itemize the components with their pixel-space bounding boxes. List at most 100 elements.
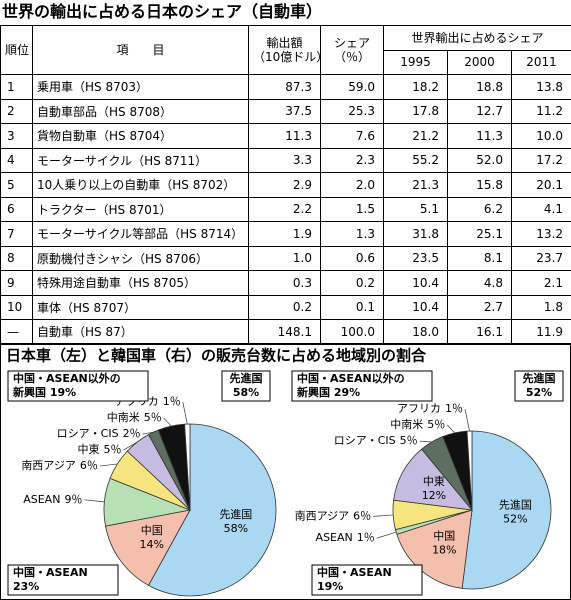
leader-line bbox=[419, 440, 432, 443]
slice-label: 中南米 bbox=[107, 411, 140, 424]
slice-label: ロシア・CIS bbox=[57, 427, 119, 440]
annotation-text: 新興国 19% bbox=[13, 385, 76, 399]
slice-label-group: 南西アジア 6％ bbox=[295, 509, 372, 522]
table-cell: 3 bbox=[0, 123, 33, 149]
slice-value-label: 14% bbox=[140, 538, 164, 551]
slice-value-label: 18% bbox=[432, 543, 456, 556]
table-row: 4 モーターサイクル（HS 8711） 3.3 2.3 55.2 52.0 17.2 bbox=[0, 147, 571, 173]
table-cell: 11.3 bbox=[447, 123, 512, 149]
slice-value-label: 9％ bbox=[64, 493, 82, 506]
table-cell: 100.0 bbox=[320, 319, 384, 345]
table-cell: 18.0 bbox=[383, 319, 448, 345]
table-cell: 0.2 bbox=[320, 270, 384, 296]
title: 世界の輸出に占める日本のシェア（自動車） bbox=[2, 2, 323, 21]
table-cell: 原動機付きシャシ（HS 8706） bbox=[32, 245, 249, 271]
slice-label: 中国 bbox=[433, 529, 455, 542]
table-cell: トラクター（HS 8701） bbox=[32, 196, 249, 222]
slice-label-group: 中南米 5％ bbox=[107, 411, 162, 424]
table-cell: 52.0 bbox=[447, 147, 512, 173]
slice-value-label: 5％ bbox=[427, 418, 445, 431]
slice-label-group: 南西アジア 6％ bbox=[21, 459, 98, 472]
annotation-box bbox=[7, 370, 149, 402]
table-cell: — bbox=[0, 319, 33, 345]
table-cell: 0.2 bbox=[248, 294, 321, 320]
annotation-box bbox=[7, 564, 119, 596]
table-cell: 5.1 bbox=[383, 196, 448, 222]
slice-label: 先進国 bbox=[219, 508, 252, 521]
leader-line bbox=[447, 424, 456, 434]
slice-label: アフリカ bbox=[397, 402, 441, 415]
pie-slice bbox=[466, 430, 473, 511]
slice-value-label: 1％ bbox=[357, 531, 375, 544]
table-cell: 23.5 bbox=[383, 245, 448, 271]
annotation-text: 先進国 bbox=[230, 371, 263, 385]
annotation-text: 52% bbox=[526, 386, 552, 399]
table-cell: 2.1 bbox=[510, 270, 571, 296]
slice-value-label: 5％ bbox=[103, 443, 121, 456]
slice-label-group: ASEAN 9％ bbox=[23, 493, 82, 506]
pie-section: 日本車（左）と韓国車（右）の販売台数に占める地域別の割合 先進国58%中国14%… bbox=[0, 343, 571, 600]
slice-value-label: 2％ bbox=[123, 427, 141, 440]
slice-label-group: 中南米 5％ bbox=[390, 418, 445, 431]
table-cell: 2.7 bbox=[447, 294, 512, 320]
slice-value-label: 1％ bbox=[445, 402, 463, 415]
annotation-text: 中国・ASEAN以外の bbox=[13, 371, 121, 385]
table-cell: 8.1 bbox=[447, 245, 512, 271]
slice-label: ロシア・CIS bbox=[334, 434, 396, 447]
header-cell: 世界輸出に占めるシェア bbox=[382, 25, 571, 51]
slice-value-label: 5％ bbox=[400, 434, 418, 447]
table-cell: 25.3 bbox=[320, 98, 384, 124]
slice-label: 南西アジア bbox=[295, 509, 350, 522]
table-row: — 自動車（HS 87） 148.1 100.0 18.0 16.1 11.9 bbox=[0, 319, 571, 345]
table-cell: 1.3 bbox=[320, 221, 384, 247]
table-cell: 11.9 bbox=[510, 319, 571, 345]
table-cell: 15.8 bbox=[447, 172, 512, 198]
table-cell: 5 bbox=[0, 172, 33, 198]
leader-line bbox=[99, 463, 118, 467]
table-cell: 13.2 bbox=[510, 221, 571, 247]
slice-label-group: ロシア・CIS 5％ bbox=[334, 434, 418, 447]
table-cell: 16.1 bbox=[447, 319, 512, 345]
table-row: 9 特殊用途自動車（HS 8705） 0.3 0.2 10.4 4.8 2.1 bbox=[0, 270, 571, 296]
table-cell: 25.1 bbox=[447, 221, 512, 247]
annotation-text: 中国・ASEAN以外の bbox=[297, 371, 405, 385]
table-cell: 13.8 bbox=[510, 74, 571, 100]
annotation-text: 中国・ASEAN bbox=[317, 565, 392, 579]
table-row: 1 乗用車（HS 8703） 87.3 59.0 18.2 18.8 13.8 bbox=[0, 74, 571, 100]
slice-label: 中東 bbox=[77, 443, 99, 456]
leader-line bbox=[464, 408, 470, 432]
table-cell: 10.4 bbox=[383, 270, 448, 296]
table-cell: 2.3 bbox=[320, 147, 384, 173]
annotation-text: 中国・ASEAN bbox=[13, 565, 88, 579]
table-cell: 10.0 bbox=[510, 123, 571, 149]
share-table: 順位 項 目 輸出額（10億ドル） シェア（％） 世界輸出に占めるシェア 199… bbox=[0, 25, 571, 345]
table-cell: 2.9 bbox=[248, 172, 321, 198]
table-cell: 11.2 bbox=[510, 98, 571, 124]
table-cell: 87.3 bbox=[248, 74, 321, 100]
table-cell: 23.7 bbox=[510, 245, 571, 271]
header-text: シェア bbox=[333, 36, 370, 50]
slice-label-group: アフリカ 1％ bbox=[397, 402, 463, 415]
header-cell: 輸出額（10億ドル） bbox=[248, 25, 321, 75]
annotation-text: 58% bbox=[233, 386, 259, 399]
annotation-box bbox=[514, 370, 564, 402]
leader-line bbox=[373, 514, 394, 517]
table-cell: 2.0 bbox=[320, 172, 384, 198]
slice-label-group: ロシア・CIS 2％ bbox=[57, 427, 141, 440]
table-cell: 1.0 bbox=[248, 245, 321, 271]
table-row: 5 10人乗り以上の自動車（HS 8702） 2.9 2.0 21.3 15.8 20.1 bbox=[0, 172, 571, 198]
annotation-box bbox=[291, 370, 433, 402]
table-cell: 4.8 bbox=[447, 270, 512, 296]
table-cell: 乗用車（HS 8703） bbox=[32, 74, 249, 100]
section-title: 日本車（左）と韓国車（右）の販売台数に占める地域別の割合 bbox=[6, 347, 427, 365]
header-text: （％） bbox=[333, 50, 370, 64]
table-row: 10 車体（HS 8707） 0.2 0.1 10.4 2.7 1.8 bbox=[0, 294, 571, 320]
pie-slice bbox=[184, 423, 191, 511]
table-cell: 17.2 bbox=[510, 147, 571, 173]
table-cell: 2 bbox=[0, 98, 33, 124]
table-cell: モーターサイクル（HS 8711） bbox=[32, 147, 249, 173]
table-cell: 21.3 bbox=[383, 172, 448, 198]
slice-label: 中国 bbox=[141, 524, 163, 537]
table-cell: 自動車部品（HS 8708） bbox=[32, 98, 249, 124]
table-cell: 1.5 bbox=[320, 196, 384, 222]
